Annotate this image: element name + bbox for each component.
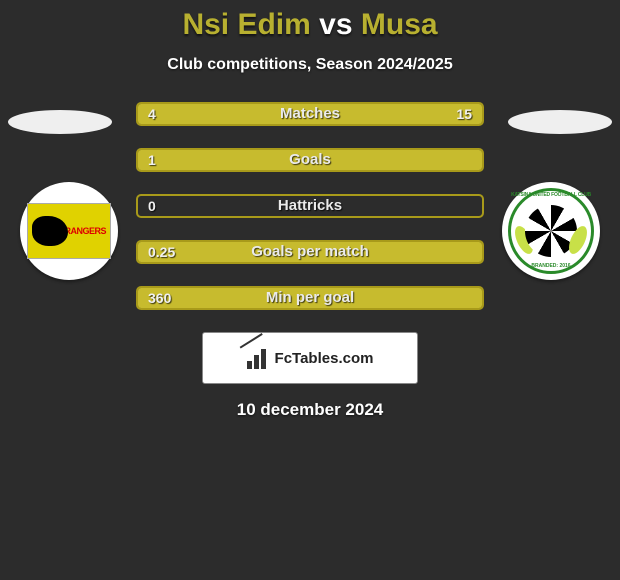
left-player-oval <box>8 110 112 134</box>
bar-label: Goals <box>138 150 482 170</box>
comparison-panel: RANGERS KATSINA UNITED FOOTBALL CLUB BRA… <box>0 102 620 420</box>
rangers-label: RANGERS <box>64 226 106 236</box>
date-label: 10 december 2024 <box>0 400 620 420</box>
stat-bar: 360Min per goal <box>136 286 484 310</box>
kufc-name: KATSINA UNITED FOOTBALL CLUB <box>511 192 591 198</box>
stat-bar: 1Goals <box>136 148 484 172</box>
footer-text: FcTables.com <box>275 350 374 367</box>
title-player-left: Nsi Edim <box>182 8 310 41</box>
bar-label: Min per goal <box>138 288 482 308</box>
title-player-right: Musa <box>361 8 438 41</box>
stat-bar: 0Hattricks <box>136 194 484 218</box>
bar-chart-icon <box>247 347 269 369</box>
stat-bar: 0.25Goals per match <box>136 240 484 264</box>
bar-label: Matches <box>138 104 482 124</box>
stat-bar: 415Matches <box>136 102 484 126</box>
title-vs: vs <box>319 8 352 41</box>
left-team-badge: RANGERS <box>20 182 118 280</box>
right-team-badge: KATSINA UNITED FOOTBALL CLUB BRANDED: 20… <box>502 182 600 280</box>
stat-bars: 415Matches 1Goals 0Hattricks 0.25Goals per … <box>136 102 484 310</box>
footer-attribution[interactable]: FcTables.com <box>202 332 418 384</box>
bar-label: Goals per match <box>138 242 482 262</box>
page-title: Nsi Edim vs Musa <box>0 0 620 42</box>
subtitle: Club competitions, Season 2024/2025 <box>0 56 620 74</box>
kufc-sub: BRANDED: 2016 <box>511 263 591 269</box>
right-player-oval <box>508 110 612 134</box>
bar-label: Hattricks <box>138 196 482 216</box>
rangers-logo: RANGERS <box>27 203 111 259</box>
panther-icon <box>32 216 68 246</box>
kufc-logo: KATSINA UNITED FOOTBALL CLUB BRANDED: 20… <box>508 188 594 274</box>
